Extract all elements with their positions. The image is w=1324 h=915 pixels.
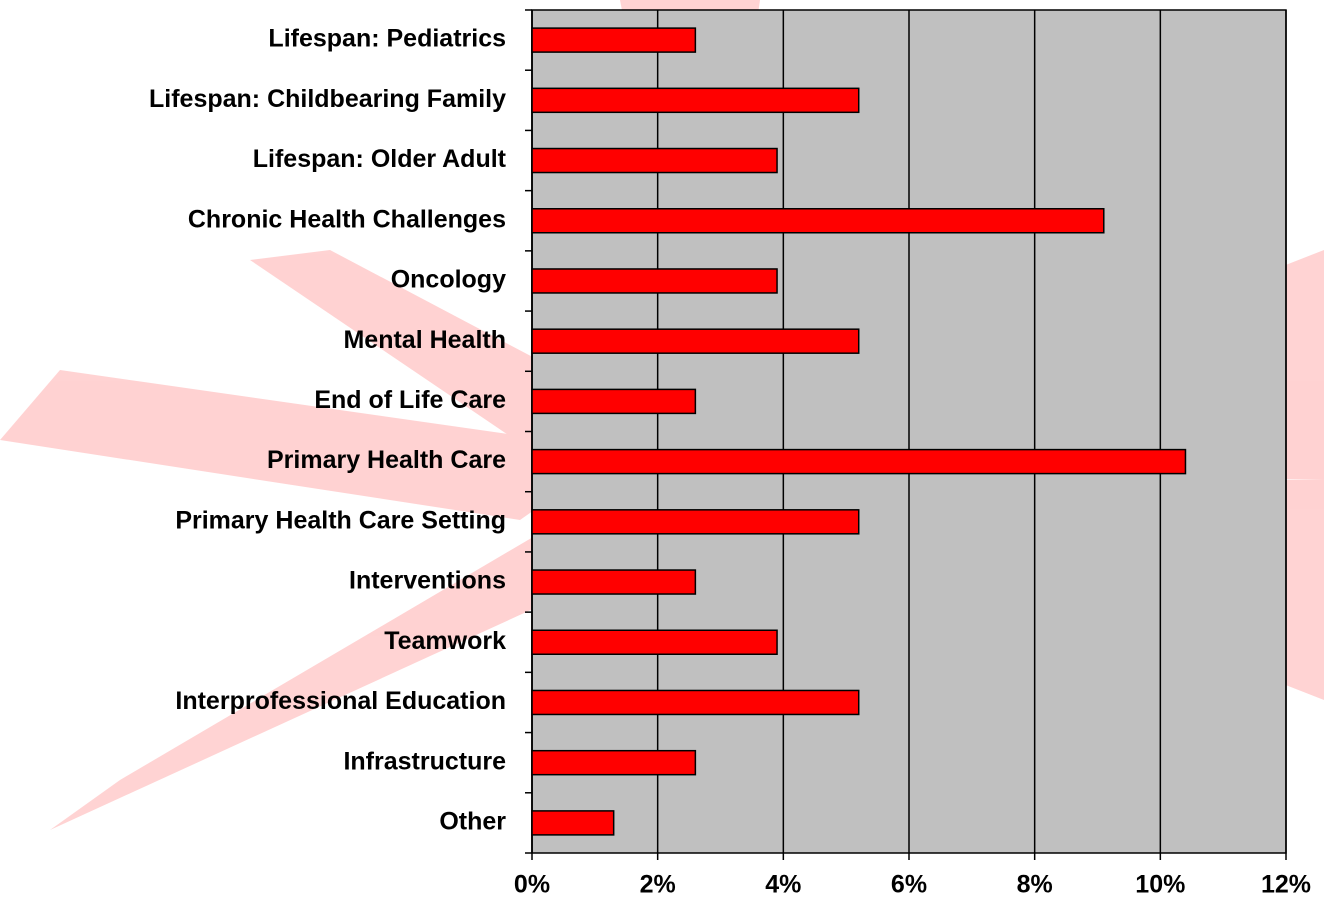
bar	[531, 147, 778, 174]
bar	[531, 388, 697, 415]
y-tick-label: End of Life Care	[314, 386, 506, 414]
x-tick-label: 12%	[1261, 871, 1311, 899]
x-tick-label: 8%	[1017, 871, 1053, 899]
y-tick-label: Lifespan: Older Adult	[253, 145, 507, 173]
bar	[531, 27, 697, 53]
x-tick-label: 4%	[765, 871, 801, 899]
petal	[0, 370, 620, 520]
bar	[531, 629, 778, 655]
y-tick-label: Interprofessional Education	[175, 687, 506, 715]
bar	[531, 569, 697, 595]
bar	[531, 208, 1105, 234]
x-tick-label: 2%	[640, 871, 676, 899]
petal	[50, 480, 640, 830]
bar	[531, 328, 860, 354]
y-tick-label: Infrastructure	[343, 747, 506, 775]
y-tick-label: Primary Health Care	[267, 446, 506, 474]
bar	[531, 448, 1187, 475]
bar	[531, 268, 778, 294]
y-tick-label: Lifespan: Pediatrics	[268, 25, 506, 53]
bar	[531, 749, 697, 776]
bar	[531, 509, 860, 535]
x-tick-label: 0%	[514, 871, 550, 899]
y-tick-label: Teamwork	[384, 627, 506, 655]
y-tick-label: Chronic Health Challenges	[188, 205, 506, 233]
y-tick-label: Mental Health	[343, 326, 506, 354]
x-tick-label: 6%	[891, 871, 927, 899]
y-tick-label: Primary Health Care Setting	[175, 506, 506, 534]
y-tick-label: Lifespan: Childbearing Family	[149, 85, 506, 113]
x-tick-label: 10%	[1135, 871, 1185, 899]
bar	[531, 87, 860, 114]
bar	[531, 810, 615, 836]
bar	[531, 689, 860, 716]
y-tick-label: Other	[439, 808, 506, 836]
y-tick-label: Interventions	[349, 567, 506, 595]
y-tick-label: Oncology	[391, 266, 506, 294]
